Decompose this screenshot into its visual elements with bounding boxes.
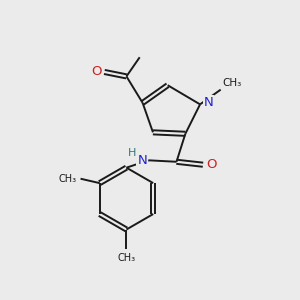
Text: N: N [137, 154, 147, 167]
Text: N: N [204, 96, 213, 110]
Text: O: O [91, 65, 101, 79]
Text: H: H [128, 148, 136, 158]
Text: CH₃: CH₃ [223, 78, 242, 88]
Text: CH₃: CH₃ [59, 174, 77, 184]
Text: CH₃: CH₃ [117, 253, 136, 263]
Text: O: O [206, 158, 216, 171]
